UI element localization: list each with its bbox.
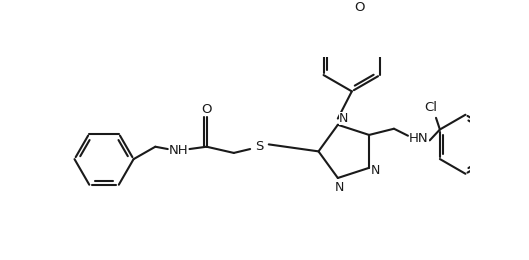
Text: O: O [354, 1, 365, 14]
Text: O: O [202, 103, 212, 116]
Text: HN: HN [409, 132, 428, 145]
Text: N: N [335, 181, 344, 194]
Text: Cl: Cl [424, 101, 437, 114]
Text: S: S [256, 140, 263, 153]
Text: NH: NH [169, 144, 188, 157]
Text: N: N [371, 164, 380, 177]
Text: N: N [339, 112, 348, 125]
